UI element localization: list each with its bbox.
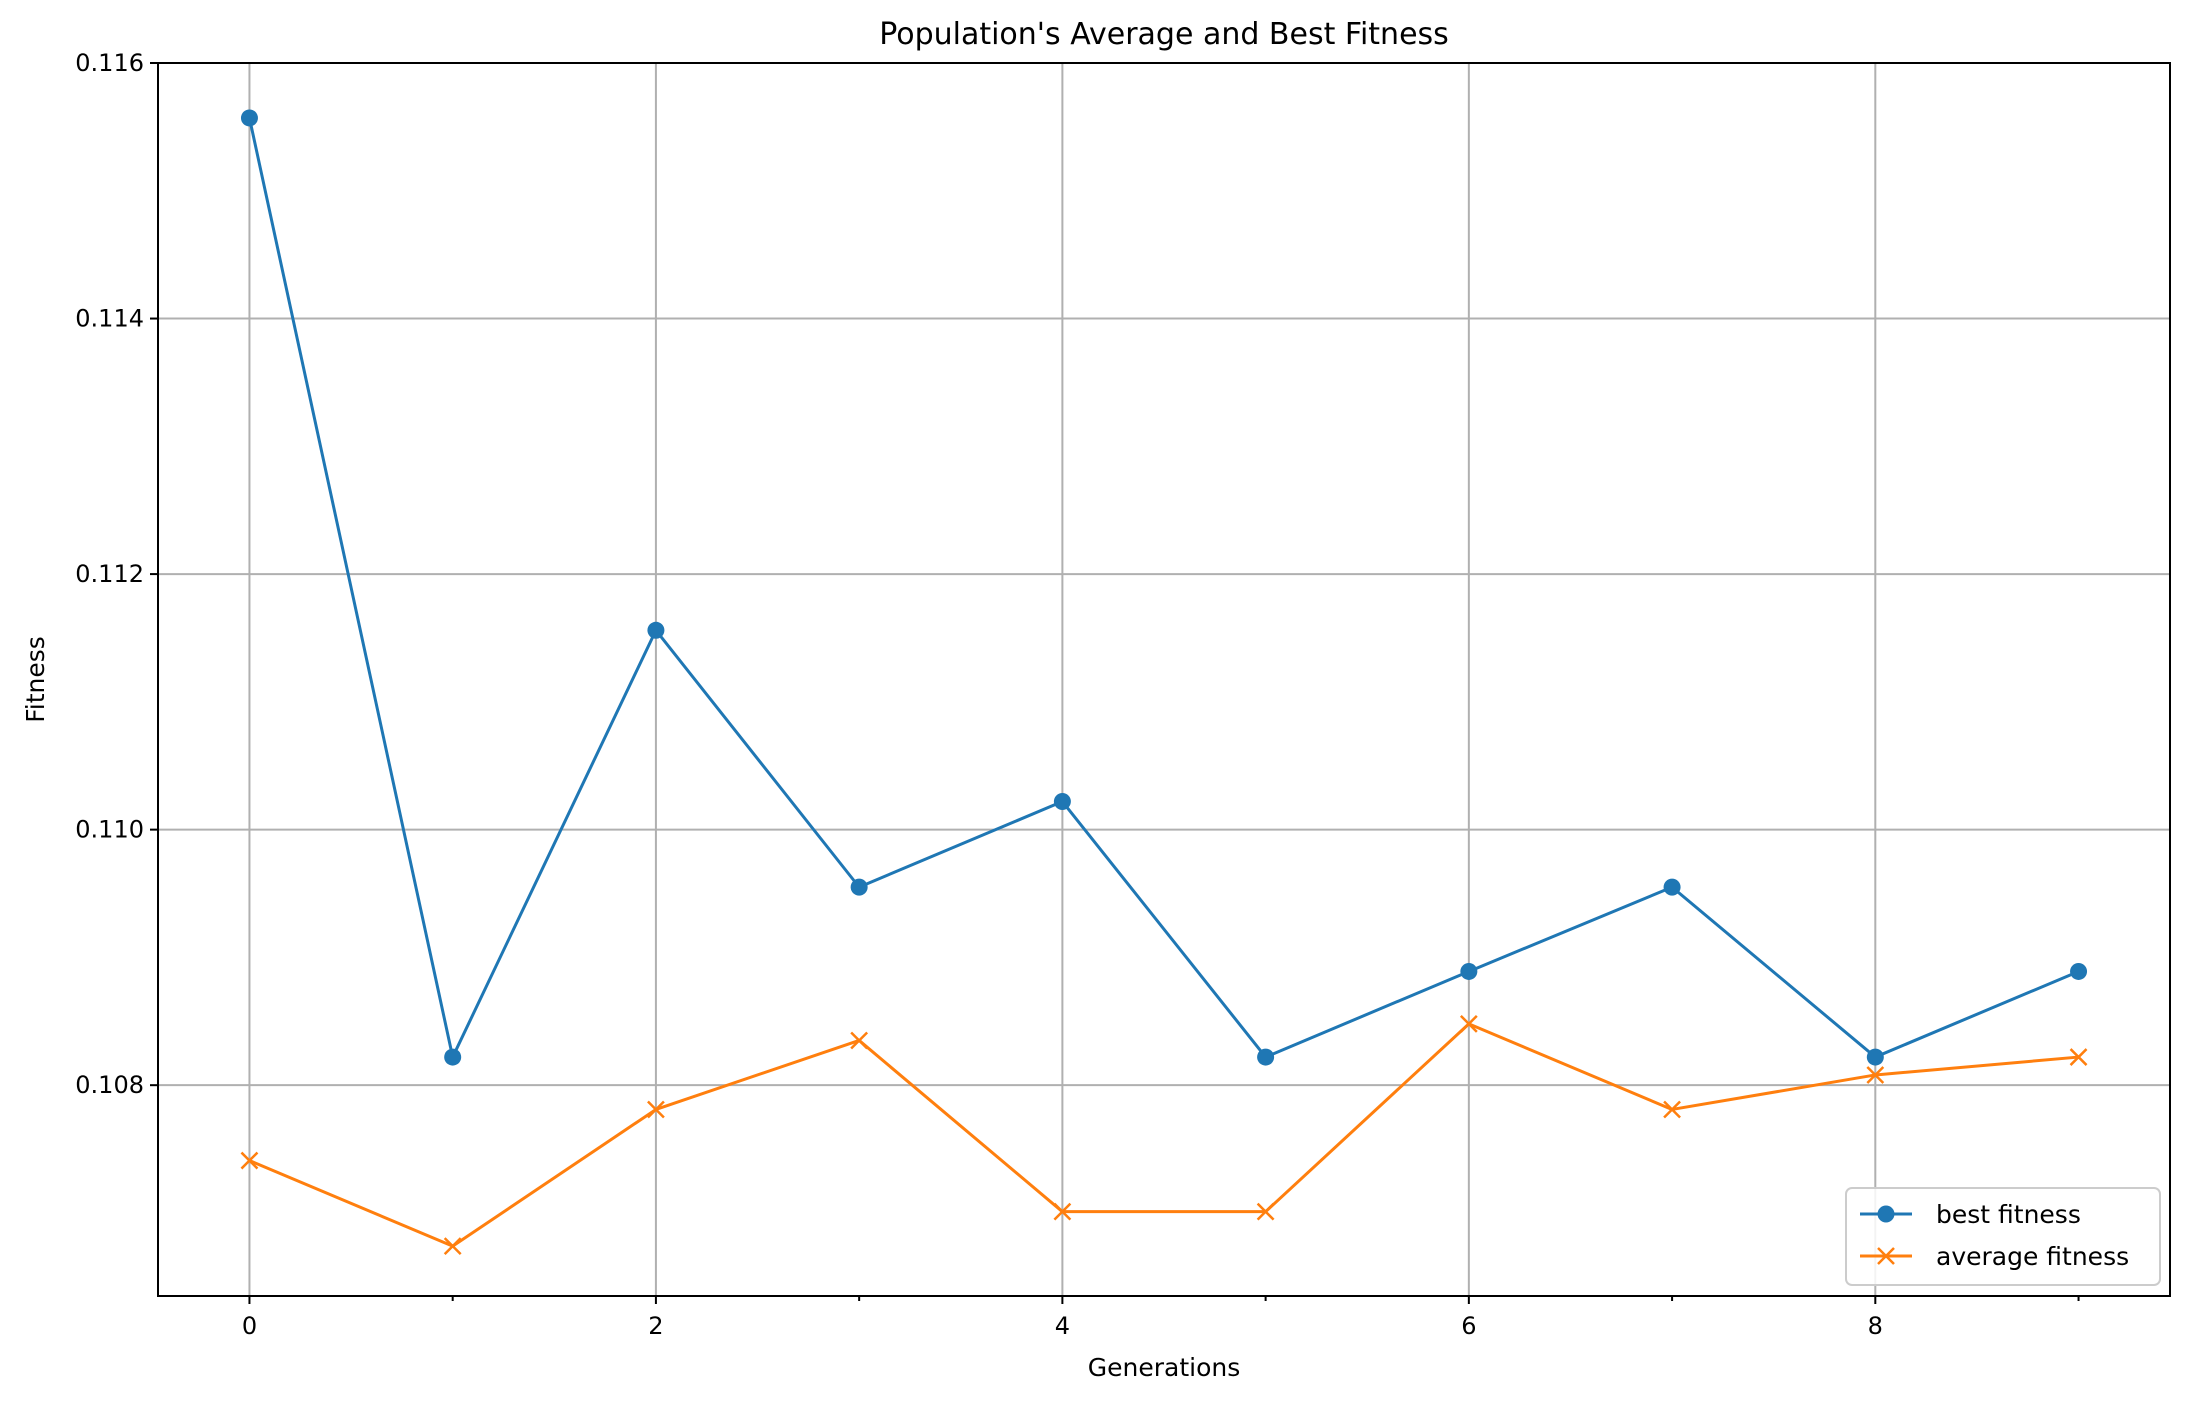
y-tick-label: 0.114 [75, 305, 144, 333]
data-point [240, 109, 258, 127]
plot-frame [157, 62, 2171, 1297]
data-point [444, 1048, 462, 1066]
legend-label: best fitness [1936, 1200, 2081, 1229]
x-axis-label: Generations [1088, 1353, 1241, 1382]
data-point [647, 1100, 665, 1119]
data-point [1866, 1066, 1885, 1084]
data-point [1663, 1100, 1681, 1119]
data-point [1460, 962, 1478, 980]
y-tick-label: 0.116 [75, 49, 144, 77]
data-point [1257, 1048, 1275, 1066]
data-point [1459, 1014, 1478, 1033]
data-point [443, 1237, 462, 1256]
y-tick-label: 0.108 [75, 1071, 144, 1099]
x-tick-label: 4 [1055, 1312, 1070, 1340]
data-point [1053, 1202, 1072, 1221]
x-tick-label: 6 [1461, 1312, 1476, 1340]
legend-label: average fitness [1936, 1242, 2129, 1271]
chart-title: Population's Average and Best Fitness [879, 17, 1449, 52]
legend-box [1845, 1187, 2161, 1286]
data-point [1663, 878, 1681, 896]
y-axis-label: Fitness [21, 636, 50, 723]
legend-marker [1877, 1205, 1895, 1223]
data-point [1053, 793, 1071, 811]
data-point [240, 1151, 259, 1170]
data-point [850, 1031, 869, 1050]
data-point [850, 878, 868, 896]
x-tick-label: 2 [648, 1312, 663, 1340]
data-point [1256, 1202, 1275, 1221]
series-line-1 [247, 117, 2080, 1059]
data-point [2069, 1048, 2088, 1066]
x-tick-label: 8 [1868, 1312, 1883, 1340]
data-point [647, 621, 665, 639]
data-point [2070, 962, 2088, 980]
y-tick-label: 0.112 [75, 560, 144, 588]
axis-ticks: 0 2 4 6 8 0.108 0.110 0.112 0.114 0.116 [75, 49, 2080, 1340]
series-layer [240, 109, 2088, 1256]
data-point [1866, 1048, 1884, 1066]
series-line-2 [248, 1022, 2079, 1248]
legend: best fitness average fitness [1845, 1187, 2161, 1286]
y-tick-label: 0.110 [75, 816, 144, 844]
x-tick-label: 0 [242, 1312, 257, 1340]
legend-marker [1877, 1247, 1895, 1265]
